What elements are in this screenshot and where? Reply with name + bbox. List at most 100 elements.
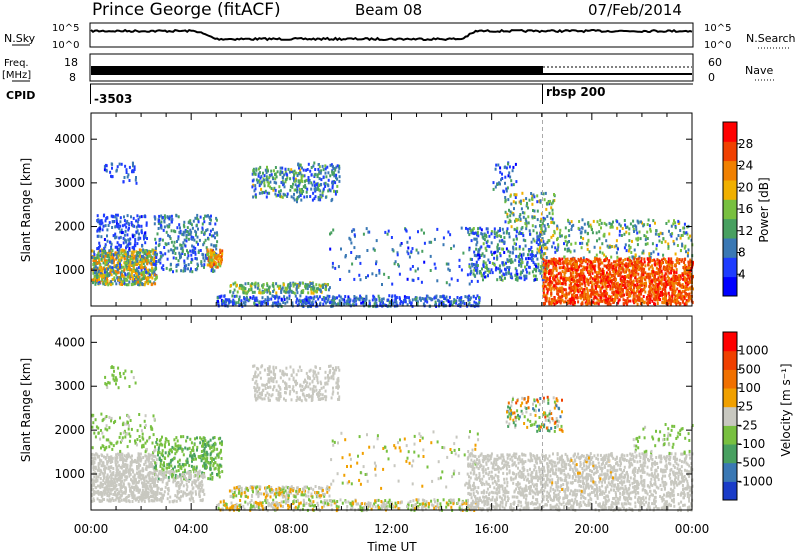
power-cell [115,270,118,274]
power-cell [522,234,525,238]
power-cell [513,242,516,246]
power-cell [678,290,680,293]
power-cell [626,279,629,283]
power-cell [667,242,670,246]
power-cell [561,270,564,273]
power-cell [556,292,559,296]
power-cell [506,258,509,262]
power-cell [547,225,550,229]
power-cell [268,191,271,195]
power-cell [553,302,556,306]
power-cell [192,245,195,249]
power-cell [254,184,257,188]
power-cell [475,243,478,247]
power-cell [681,242,684,246]
power-cell [669,286,672,290]
power-cell [652,250,655,254]
power-cell [522,252,525,256]
power-cell [651,242,654,246]
power-cell [591,261,594,265]
power-cell [572,271,575,274]
power-cell [402,301,405,305]
power-cell [671,264,674,268]
power-cell [603,232,606,236]
power-cell [216,296,219,300]
power-cell [639,302,642,306]
power-cell [167,249,170,253]
power-cell [606,271,608,275]
power-cell [592,219,595,223]
power-cell [328,188,331,192]
power-cell [334,296,337,300]
power-cell [115,252,118,256]
power-cell [310,291,313,295]
power-cell [179,253,182,257]
power-cell [116,271,119,275]
power-cell [546,223,549,226]
power-cell [681,283,684,287]
power-cell [186,226,189,230]
power-cell [573,257,576,261]
power-cell [644,281,647,285]
power-cell [255,195,257,199]
power-cell [314,195,317,199]
power-cell [615,244,618,248]
power-cell [324,284,327,288]
power-cell [562,287,565,291]
power-cell [599,281,602,285]
power-cell [498,239,501,243]
power-cell [594,257,596,261]
power-cell [110,256,113,260]
power-cell [591,277,594,281]
power-cell [106,279,109,283]
power-cell [682,230,685,234]
power-cell [142,234,145,238]
power-cell [593,278,596,282]
power-cell [476,265,479,269]
power-cell [355,255,358,259]
power-cell [144,241,147,245]
power-cell [292,290,295,294]
power-cell [135,268,137,272]
power-cell [509,210,512,214]
power-cell [190,267,192,271]
freq-unit: [MHz] [2,70,31,81]
power-cell [684,292,687,295]
power-cell [670,224,673,228]
power-cell [97,247,100,250]
power-cell [313,187,316,191]
power-cell [120,249,123,253]
power-cell [213,262,216,266]
power-cell [252,295,255,299]
power-cell [678,258,681,262]
power-cell [603,281,606,285]
power-cell [232,302,235,305]
power-cell [557,243,560,247]
power-cell [294,179,297,183]
power-cell [473,300,476,304]
power-cell [613,245,616,249]
power-cell [675,275,678,279]
power-cell [542,282,545,286]
power-cell [397,263,400,267]
power-cell [264,189,267,193]
power-cell [657,252,660,256]
power-cell [436,227,439,231]
power-cell [493,256,496,260]
power-cell [492,187,495,191]
power-cell [119,216,122,220]
power-cell [395,299,397,303]
power-cell [505,229,508,233]
power-cell [569,279,572,283]
power-cell [299,171,302,175]
power-cell [130,215,132,219]
power-cell [480,274,483,278]
power-cell [510,275,513,279]
power-cell [514,267,517,271]
power-cell [190,260,193,264]
power-cell [286,286,289,290]
power-cell [445,295,448,299]
power-cell [622,298,625,302]
power-cell [140,268,143,272]
power-cell [471,262,473,266]
